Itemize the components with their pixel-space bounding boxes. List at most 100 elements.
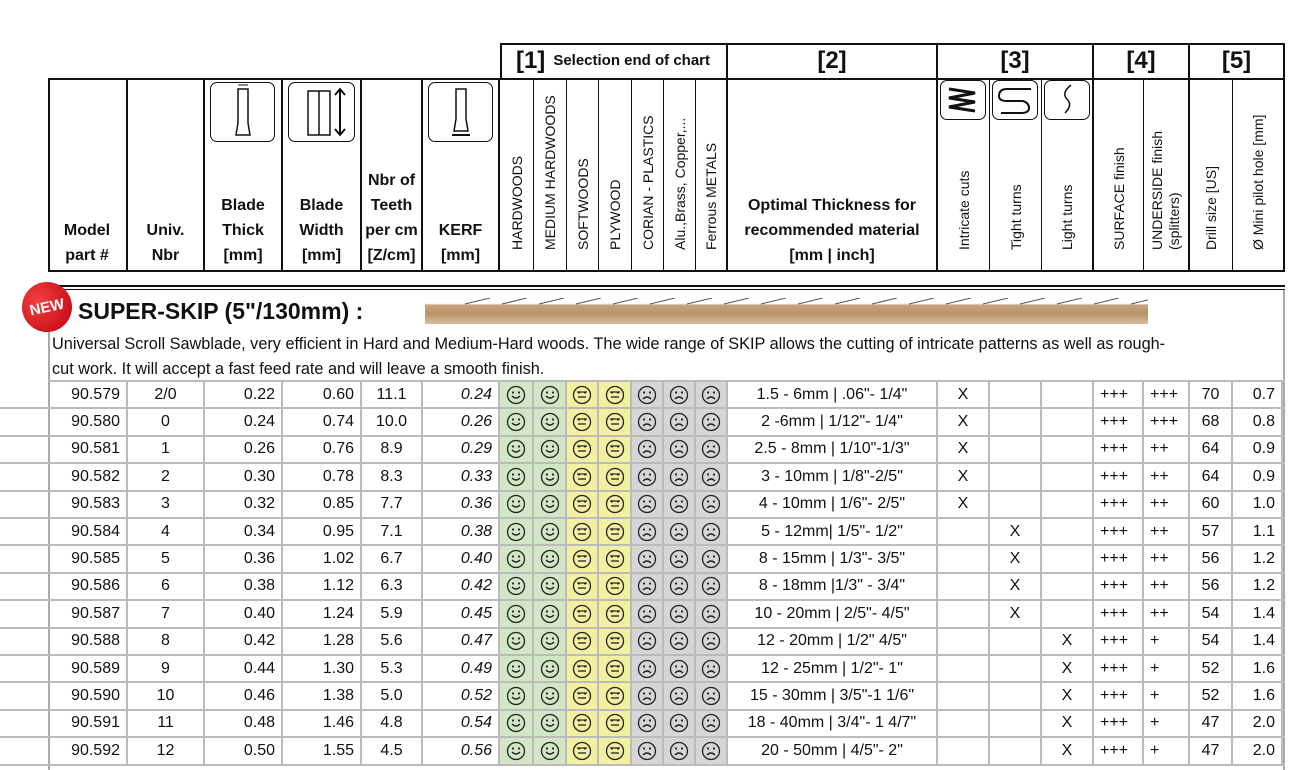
cell-intricate	[938, 601, 990, 627]
cell-tight	[990, 628, 1042, 654]
cell-tight	[990, 464, 1042, 490]
group-2: [2]	[728, 43, 938, 78]
col-medium-hardwoods: MEDIUM HARDWOODS	[534, 78, 567, 270]
cell-underside: +++	[1144, 382, 1190, 408]
cell-pilot: 0.7	[1233, 382, 1283, 408]
cell-kerf: 0.54	[423, 710, 500, 737]
col-pilot: Ø Mini pilot hole [mm]	[1250, 114, 1266, 250]
cell-teeth: 6.3	[362, 573, 423, 600]
col-corian: CORIAN - PLASTICS	[632, 78, 664, 270]
cell-surface: +++	[1094, 601, 1144, 627]
rating-sad-icon	[696, 683, 728, 709]
column-header-frame	[48, 78, 1285, 272]
rating-neutral-icon	[599, 573, 632, 600]
cell-thickness: 20 - 50mm | 4/5"- 2"	[728, 738, 938, 764]
rating-sad-icon	[632, 519, 664, 545]
rating-sad-icon	[696, 656, 728, 682]
cell-light	[1042, 601, 1094, 627]
cell-pilot: 1.2	[1233, 546, 1283, 572]
cell-thickness: 12 - 20mm | 1/2" 4/5"	[728, 628, 938, 654]
cell-drill: 60	[1190, 491, 1233, 517]
cell-surface: +++	[1094, 546, 1144, 572]
cell-teeth: 7.7	[362, 491, 423, 517]
cell-surface: +++	[1094, 656, 1144, 682]
cell-thickness: 2 -6mm | 1/12"- 1/4"	[728, 409, 938, 435]
rating-sad-icon	[632, 491, 664, 517]
cell-model: 90.585	[48, 546, 128, 572]
cell-thick: 0.36	[205, 546, 283, 572]
group-1: [1] Selection end of chart	[500, 43, 728, 78]
col-hardwoods: HARDWOODS	[500, 78, 534, 270]
cell-teeth: 5.6	[362, 628, 423, 654]
rating-happy-icon	[534, 738, 567, 764]
rating-neutral-icon	[599, 738, 632, 764]
cell-intricate	[938, 738, 990, 764]
rating-happy-icon	[534, 710, 567, 737]
cell-surface: +++	[1094, 573, 1144, 600]
cell-underside: +	[1144, 738, 1190, 764]
cell-kerf: 0.42	[423, 573, 500, 600]
cell-surface: +++	[1094, 710, 1144, 737]
cell-model: 90.581	[48, 436, 128, 463]
cell-intricate	[938, 573, 990, 600]
table-row: 90.591 11 0.48 1.46 4.8 0.54 18 - 40mm | 3/4"-…	[0, 710, 1285, 739]
cell-surface: +++	[1094, 519, 1144, 545]
cell-tight	[990, 683, 1042, 709]
cell-thickness: 15 - 30mm | 3/5"-1 1/6"	[728, 683, 938, 709]
cell-light: X	[1042, 738, 1094, 764]
cell-tight	[990, 382, 1042, 408]
rating-sad-icon	[696, 464, 728, 490]
cell-model: 90.586	[48, 573, 128, 600]
cell-tight	[990, 409, 1042, 435]
rating-neutral-icon	[599, 656, 632, 682]
cell-surface: +++	[1094, 464, 1144, 490]
cell-width: 1.12	[283, 573, 362, 600]
rating-sad-icon	[696, 573, 728, 600]
rating-sad-icon	[632, 573, 664, 600]
cell-surface: +++	[1094, 436, 1144, 463]
cell-surface: +++	[1094, 382, 1144, 408]
rating-sad-icon	[632, 409, 664, 435]
cell-thickness: 3 - 10mm | 1/8"-2/5"	[728, 464, 938, 490]
table-row: 90.586 6 0.38 1.12 6.3 0.42 8 - 18mm |1/3" - 3…	[0, 573, 1285, 602]
rating-sad-icon	[664, 628, 696, 654]
cell-intricate: X	[938, 464, 990, 490]
rating-neutral-icon	[567, 519, 599, 545]
rating-sad-icon	[632, 656, 664, 682]
cell-thick: 0.22	[205, 382, 283, 408]
rating-happy-icon	[534, 409, 567, 435]
cell-pilot: 1.6	[1233, 656, 1283, 682]
cell-teeth: 8.9	[362, 436, 423, 463]
col-underside: UNDERSIDE finish (splitters)	[1144, 78, 1190, 270]
cell-drill: 47	[1190, 710, 1233, 737]
cell-surface: +++	[1094, 683, 1144, 709]
blade-thick-icon	[210, 82, 275, 142]
cell-underside: ++	[1144, 491, 1190, 517]
rating-sad-icon	[632, 382, 664, 408]
group-4: [4]	[1094, 43, 1190, 78]
cell-pilot: 0.9	[1233, 436, 1283, 463]
cell-pilot: 1.4	[1233, 601, 1283, 627]
cell-underside: ++	[1144, 464, 1190, 490]
cell-tight	[990, 436, 1042, 463]
rating-sad-icon	[696, 519, 728, 545]
cell-light	[1042, 519, 1094, 545]
group-3: [3]	[938, 43, 1094, 78]
col-plywood: PLYWOOD	[599, 78, 632, 270]
rating-neutral-icon	[599, 409, 632, 435]
group-header-frame	[500, 43, 1285, 80]
cell-width: 0.74	[283, 409, 362, 435]
rating-sad-icon	[664, 491, 696, 517]
rating-happy-icon	[534, 573, 567, 600]
rating-sad-icon	[632, 628, 664, 654]
cell-kerf: 0.40	[423, 546, 500, 572]
cell-light: X	[1042, 656, 1094, 682]
cell-surface: +++	[1094, 491, 1144, 517]
cell-width: 1.02	[283, 546, 362, 572]
cell-teeth: 5.3	[362, 656, 423, 682]
rating-sad-icon	[632, 436, 664, 463]
cell-intricate: X	[938, 491, 990, 517]
rating-neutral-icon	[567, 573, 599, 600]
rating-neutral-icon	[599, 683, 632, 709]
cell-teeth: 5.0	[362, 683, 423, 709]
